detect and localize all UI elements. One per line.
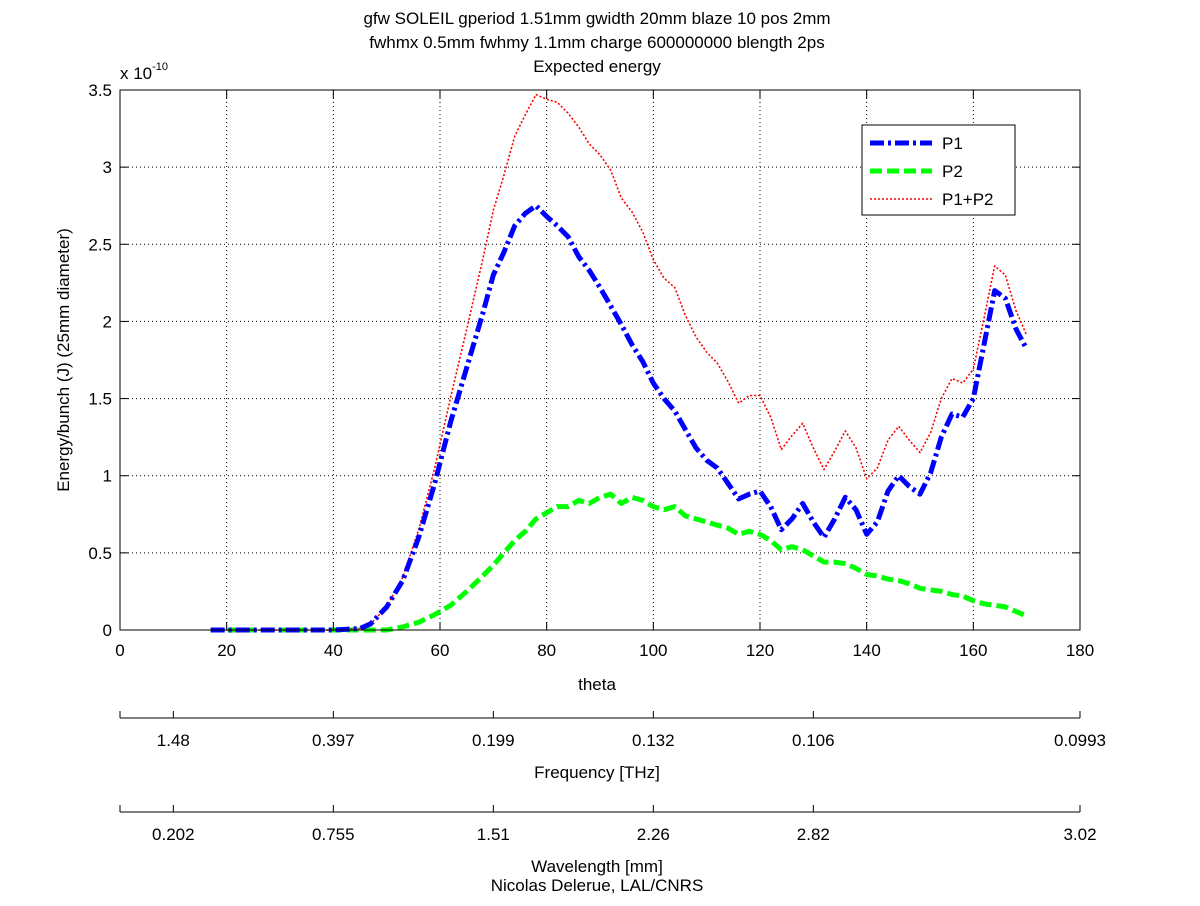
axis-ticks: 0 20 40 60 80 100 120 140 160 180 0 0.5 1 1.5 2 2.5 3 3.5 (88, 81, 1094, 660)
secondary-tick-label: 0.106 (792, 731, 835, 750)
footer-credit: Nicolas Delerue, LAL/CNRS (491, 876, 704, 895)
x-tick-label: 180 (1066, 641, 1094, 660)
y-axis-multiplier-base: x 10 (120, 64, 152, 83)
secondary-tick-label: 3.02 (1063, 825, 1096, 844)
x-axis-label: theta (578, 675, 616, 694)
chart-title-line: gfw SOLEIL gperiod 1.51mm gwidth 20mm bl… (363, 9, 830, 28)
y-axis-label: Energy/bunch (J) (25mm diameter) (54, 228, 73, 492)
series-line-p1 (210, 203, 1029, 633)
y-axis-multiplier-exponent: -10 (152, 61, 168, 73)
x-tick-label: 20 (217, 641, 236, 660)
y-tick-label: 1 (103, 467, 112, 486)
x-tick-label: 0 (115, 641, 124, 660)
series-line-p2 (210, 491, 1028, 633)
secondary-axis-label: Frequency [THz] (534, 763, 660, 782)
secondary-axis-label: Wavelength [mm] (531, 857, 663, 876)
secondary-tick-label: 1.51 (477, 825, 510, 844)
legend: P1 P2 P1+P2 (861, 124, 1016, 216)
series-line-p1-p2 (210, 93, 1028, 631)
secondary-tick-label: 0.202 (152, 825, 195, 844)
y-tick-label: 3.5 (88, 81, 112, 100)
y-tick-label: 0 (103, 621, 112, 640)
secondary-tick-label: 1.48 (157, 731, 190, 750)
y-tick-label: 1.5 (88, 390, 112, 409)
secondary-tick-label: 0.755 (312, 825, 355, 844)
x-tick-label: 60 (431, 641, 450, 660)
y-tick-label: 3 (103, 158, 112, 177)
x-tick-label: 120 (746, 641, 774, 660)
secondary-axes: 1.48 0.397 0.199 0.132 0.106 0.0993 Frequency … (119, 711, 1106, 876)
legend-label: P1 (942, 134, 963, 153)
secondary-tick-label: 0.0993 (1054, 731, 1106, 750)
x-tick-label: 80 (537, 641, 556, 660)
chart-title: gfw SOLEIL gperiod 1.51mm gwidth 20mm bl… (363, 9, 830, 76)
x-tick-label: 140 (852, 641, 880, 660)
y-tick-label: 2.5 (88, 235, 112, 254)
x-tick-label: 40 (324, 641, 343, 660)
y-tick-label: 2 (103, 312, 112, 331)
secondary-tick-label: 0.397 (312, 731, 355, 750)
secondary-tick-label: 2.82 (797, 825, 830, 844)
secondary-tick-label: 0.132 (632, 731, 675, 750)
legend-label: P1+P2 (942, 190, 994, 209)
chart-title-line: fwhmx 0.5mm fwhmy 1.1mm charge 600000000… (369, 33, 824, 52)
chart-title-line: Expected energy (533, 57, 661, 76)
plot-area-frame (119, 89, 1081, 631)
y-tick-label: 0.5 (88, 544, 112, 563)
legend-label: P2 (942, 162, 963, 181)
y-axis-multiplier: x 10-10 (120, 61, 168, 83)
secondary-tick-label: 0.199 (472, 731, 515, 750)
plot-series (210, 93, 1029, 633)
secondary-tick-label: 2.26 (637, 825, 670, 844)
x-tick-label: 160 (959, 641, 987, 660)
grid-lines (120, 90, 1080, 630)
x-tick-label: 100 (639, 641, 667, 660)
